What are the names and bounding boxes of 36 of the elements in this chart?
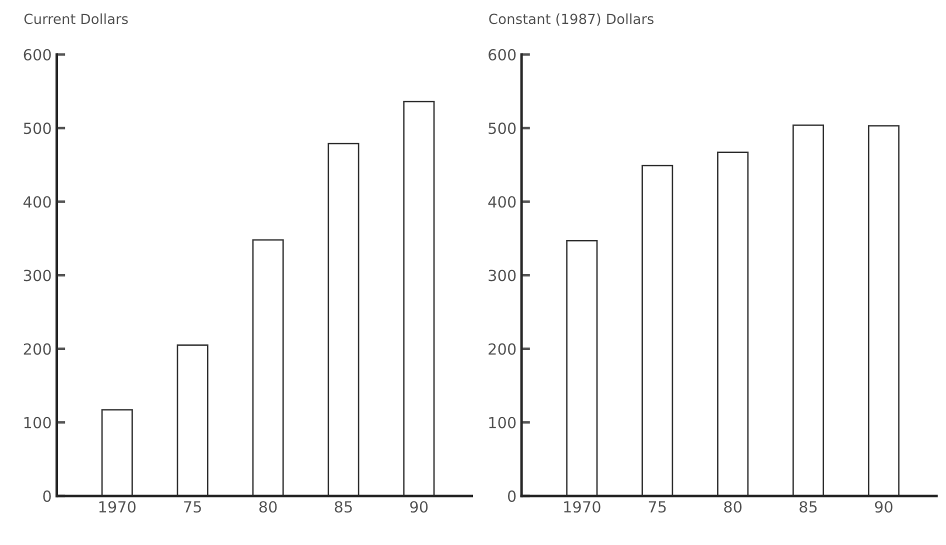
y-tick-label: 100 xyxy=(24,416,51,428)
bar xyxy=(403,100,435,496)
bar xyxy=(792,124,824,496)
y-tick-label: 200 xyxy=(24,343,51,355)
bar xyxy=(176,344,208,496)
y-tick-label: 400 xyxy=(488,196,516,208)
y-tick-label: 500 xyxy=(24,122,51,134)
bar xyxy=(717,152,749,496)
y-tick-label: 300 xyxy=(488,270,516,282)
y-tick-label: 0 xyxy=(508,490,516,502)
bar xyxy=(101,409,133,496)
y-tick-label: 600 xyxy=(24,48,51,61)
chart-title: Current Dollars xyxy=(24,13,128,24)
y-tick-label: 600 xyxy=(488,48,516,61)
y-tick-label: 200 xyxy=(488,343,516,355)
x-tick-label: 1970 xyxy=(99,501,136,513)
x-tick-label: 90 xyxy=(874,501,892,513)
x-tick-label: 75 xyxy=(648,501,666,513)
x-tick-label: 75 xyxy=(184,501,201,513)
x-tick-label: 85 xyxy=(334,501,352,513)
bar xyxy=(642,164,674,496)
y-tick-label: 0 xyxy=(43,490,51,502)
x-tick-label: 1970 xyxy=(564,501,600,513)
y-tick-label: 500 xyxy=(488,122,516,134)
bar xyxy=(252,239,284,496)
x-tick-label: 80 xyxy=(259,501,277,513)
x-tick-label: 90 xyxy=(410,501,428,513)
x-tick-label: 85 xyxy=(800,501,817,513)
chart-title: Constant (1987) Dollars xyxy=(489,13,654,26)
y-tick-label: 100 xyxy=(489,416,516,428)
bar xyxy=(328,142,360,496)
y-tick-label: 300 xyxy=(24,270,51,282)
bar xyxy=(868,125,900,496)
bar xyxy=(566,240,598,496)
y-tick-label: 400 xyxy=(23,196,51,208)
x-tick-label: 80 xyxy=(724,501,742,513)
